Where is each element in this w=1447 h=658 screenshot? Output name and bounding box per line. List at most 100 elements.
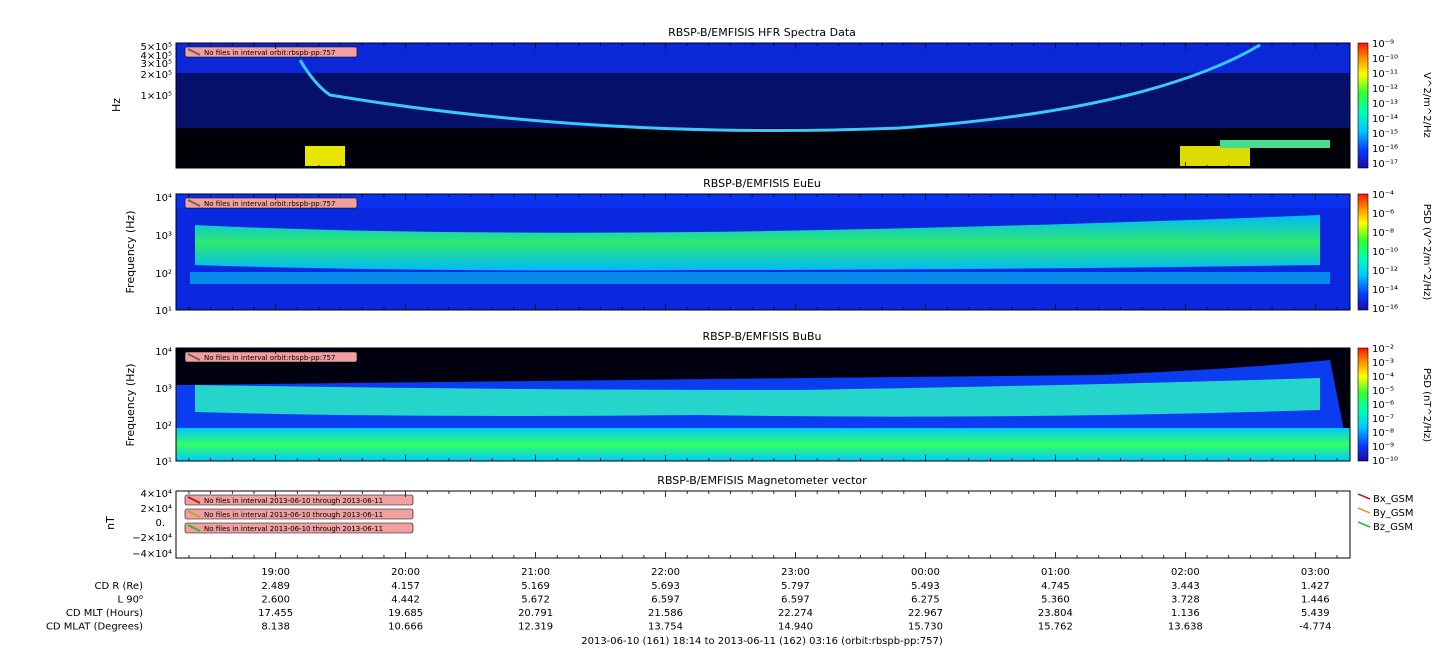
ephemeris-value: 21.586 <box>648 608 683 619</box>
time-ticks <box>188 43 1338 558</box>
colorbar-tick: 10⁻¹³ <box>1372 99 1398 110</box>
footer-time-range: 2013-06-10 (161) 18:14 to 2013-06-11 (16… <box>581 636 943 647</box>
time-tick-label: 22:00 <box>651 567 680 578</box>
ephemeris-value: 22.274 <box>778 608 813 619</box>
colorbar-tick: 10⁻¹² <box>1372 84 1398 95</box>
colorbar-hfr <box>1357 42 1369 169</box>
ephemeris-value: 5.693 <box>651 581 680 592</box>
ytick-label: 10² <box>155 421 172 432</box>
hfr-hot-spot-right <box>1180 146 1250 166</box>
colorbar-label-eueu: PSD (V^2/m^2/Hz) <box>1421 204 1432 301</box>
annotation-bubu: No files in interval orbit:rbspb-pp:757 <box>184 351 358 363</box>
time-tick-label: 01:00 <box>1041 567 1070 578</box>
ephemeris-value: 2.600 <box>261 595 290 606</box>
ephemeris-value: 15.762 <box>1038 622 1073 633</box>
ephemeris-value: 3.728 <box>1171 595 1200 606</box>
ephemeris-value: 1.136 <box>1171 608 1200 619</box>
ephemeris-value: 5.360 <box>1041 595 1070 606</box>
eueu-main-band <box>195 215 1320 271</box>
ytick-label: 10³ <box>155 231 172 242</box>
colorbar-tick: 10⁻¹⁰ <box>1372 54 1398 65</box>
bubu-main-band <box>195 378 1320 417</box>
time-tick-label: 02:00 <box>1171 567 1200 578</box>
colorbar-tick: 10⁻⁹ <box>1372 39 1394 50</box>
ytick-label: 10⁴ <box>155 347 172 358</box>
colorbar-tick: 10⁻⁴ <box>1372 372 1394 383</box>
ephemeris-value: 2.489 <box>261 581 290 592</box>
ytick-label: 3×10⁵ <box>141 59 172 70</box>
ephemeris-value: 4.442 <box>391 595 420 606</box>
ephemeris-row-label: CD R (Re) <box>95 581 144 592</box>
ephemeris-value: 1.446 <box>1301 595 1330 606</box>
colorbar-tick: 10⁻¹⁶ <box>1372 144 1398 155</box>
ytick-label: 4×10⁴ <box>141 489 172 500</box>
ephemeris-value: 4.745 <box>1041 581 1070 592</box>
ytick-label: 1×10⁵ <box>141 91 172 102</box>
ephemeris-value: 12.319 <box>518 622 553 633</box>
time-tick-label: 19:00 <box>261 567 290 578</box>
spectrogram-hfr-upper <box>176 43 1350 73</box>
ytick-label: 10¹ <box>155 457 172 468</box>
panel-frame-hfr <box>175 42 1351 169</box>
ephemeris-value: 13.638 <box>1168 622 1203 633</box>
colorbar-tick: 10⁻¹⁴ <box>1372 114 1398 125</box>
annotation-text: No files in interval 2013-06-10 through … <box>204 511 383 519</box>
panel-frame-eueu <box>175 193 1351 311</box>
ephemeris-value: 15.730 <box>908 622 943 633</box>
ephemeris-rows: CD R (Re) 2.489 4.157 5.169 5.693 5.797 5.493 4… <box>46 581 1332 633</box>
ephemeris-value: 10.666 <box>388 622 423 633</box>
colorbar-tick: 10⁻⁶ <box>1372 400 1394 411</box>
ephemeris-value: 1.427 <box>1301 581 1330 592</box>
ephemeris-value: 6.597 <box>651 595 680 606</box>
colorbar-tick: 10⁻² <box>1372 344 1394 355</box>
ephemeris-row-label: CD MLAT (Degrees) <box>46 622 143 633</box>
ephemeris-value: 22.967 <box>908 608 943 619</box>
colorbar-tick: 10⁻⁹ <box>1372 442 1394 453</box>
colorbar-tick: 10⁻⁸ <box>1372 228 1394 239</box>
panel-hfr: RBSP-B/EMFISIS HFR Spectra Data Hz 5×10⁵… <box>110 26 1432 170</box>
ephemeris-row-label: L 90⁰ <box>118 595 143 606</box>
hfr-band-right <box>1220 140 1330 148</box>
time-tick-label: 00:00 <box>911 567 940 578</box>
annotation-text: No files in interval orbit:rbspb-pp:757 <box>204 354 335 362</box>
panel-title-bubu: RBSP-B/EMFISIS BuBu <box>703 330 822 343</box>
ytick-label: −2×10⁴ <box>132 533 172 544</box>
legend-magnetometer: Bx_GSM By_GSM Bz_GSM <box>1357 493 1414 533</box>
ephemeris-value: 5.439 <box>1301 608 1330 619</box>
ytick-label: −4×10⁴ <box>132 549 172 560</box>
ytick-label: 2×10⁵ <box>141 70 172 81</box>
ephemeris-value: 17.455 <box>258 608 293 619</box>
annotation-text: No files in interval orbit:rbspb-pp:757 <box>204 200 335 208</box>
colorbar-label-bubu: PSD (nT^2/Hz) <box>1421 368 1432 442</box>
panel-eueu: RBSP-B/EMFISIS EuEu Frequency (Hz) 10⁴ 1… <box>124 177 1432 317</box>
hfr-hot-spot-left <box>305 146 345 166</box>
colorbar-bubu <box>1357 347 1369 462</box>
annotation-text: No files in interval 2013-06-10 through … <box>204 497 383 505</box>
panel-magnetometer: RBSP-B/EMFISIS Magnetometer vector nT 4×… <box>104 474 1414 560</box>
time-tick-label: 23:00 <box>781 567 810 578</box>
spectrogram-hfr-gap <box>176 128 1350 168</box>
colorbar-tick: 10⁻⁷ <box>1372 414 1394 425</box>
ephemeris-value: 6.597 <box>781 595 810 606</box>
ytick-label: 10⁴ <box>155 193 172 204</box>
yticks-hfr: 5×10⁵ 4×10⁵ 3×10⁵ 2×10⁵ 1×10⁵ <box>141 42 172 102</box>
colorbar-eueu <box>1357 193 1369 311</box>
yticks-magnetometer: 4×10⁴ 2×10⁴ 0. −2×10⁴ −4×10⁴ <box>132 489 172 560</box>
eueu-low-band <box>190 272 1330 284</box>
annotation-hfr: No files in interval orbit:rbspb-pp:757 <box>184 46 358 58</box>
ephemeris-value: 5.169 <box>521 581 550 592</box>
ylabel-eueu: Frequency (Hz) <box>124 211 137 294</box>
ephemeris-value: 23.804 <box>1038 608 1073 619</box>
time-tick-label: 20:00 <box>391 567 420 578</box>
colorbar-tick: 10⁻¹⁴ <box>1372 285 1398 296</box>
colorbar-ticks-eueu: 10⁻⁴ 10⁻⁶ 10⁻⁸ 10⁻¹⁰ 10⁻¹² 10⁻¹⁴ 10⁻¹⁶ <box>1372 190 1398 315</box>
panel-title-magnetometer: RBSP-B/EMFISIS Magnetometer vector <box>657 474 867 487</box>
colorbar-tick: 10⁻¹⁶ <box>1372 304 1398 315</box>
time-tick-label: 21:00 <box>521 567 550 578</box>
colorbar-ticks-bubu: 10⁻² 10⁻³ 10⁻⁴ 10⁻⁵ 10⁻⁶ 10⁻⁷ 10⁻⁸ 10⁻⁹ … <box>1372 344 1398 467</box>
ylabel-magnetometer: nT <box>104 516 117 530</box>
ephemeris-row-label: CD MLT (Hours) <box>66 608 143 619</box>
colorbar-tick: 10⁻⁵ <box>1372 386 1394 397</box>
ytick-label: 2×10⁴ <box>141 504 172 515</box>
